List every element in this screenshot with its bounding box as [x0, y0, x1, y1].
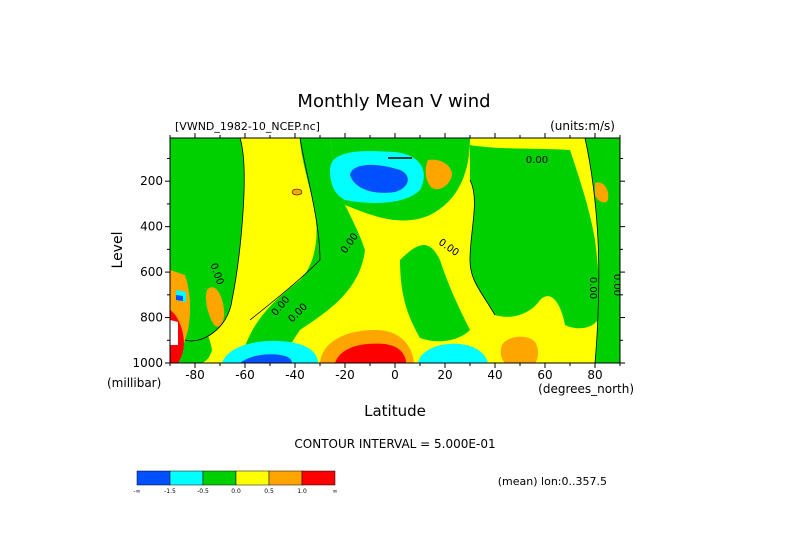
y-tick-label: 200 — [140, 174, 163, 188]
mean-note: (mean) lon:0..357.5 — [498, 475, 607, 488]
contour-label: 0.00 — [587, 277, 598, 299]
colorbar-label: 0.0 — [231, 488, 241, 495]
colorbar-swatch — [301, 470, 336, 486]
contour-region-red — [335, 343, 406, 363]
x-tick-label: -40 — [285, 368, 305, 382]
contour-region-green — [470, 145, 600, 329]
y-tick-label: 800 — [140, 311, 163, 325]
contour-line — [469, 179, 496, 316]
x-tick-label: 60 — [537, 368, 552, 382]
contour-region-blue — [240, 354, 292, 363]
contour-region-blue — [350, 164, 408, 193]
contour-region-cyan — [222, 340, 318, 363]
colorbar-swatch — [202, 470, 237, 486]
x-tick-label: -20 — [335, 368, 355, 382]
contour-region-orange — [500, 336, 539, 363]
colorbar-label: 0.5 — [264, 488, 274, 495]
colorbar-swatch — [169, 470, 204, 486]
colorbar-swatch — [235, 470, 270, 486]
colorbar-label: ∞ — [333, 488, 338, 495]
x-axis-units: (degrees_north) — [538, 382, 634, 396]
dataset-label: [VWND_1982-10_NCEP.nc] — [175, 120, 320, 133]
x-axis-ticks: -80 -60 -40 -20 0 20 40 60 80 — [169, 133, 621, 382]
y-axis-ticks: 200 400 600 800 1000 — [132, 157, 625, 370]
x-axis-label: Latitude — [364, 402, 426, 420]
x-tick-label: -60 — [235, 368, 255, 382]
contour-region-cyan — [418, 343, 488, 363]
y-axis-units: (millibar) — [107, 376, 161, 390]
contour-region-orange — [205, 287, 225, 327]
x-tick-label: 80 — [587, 368, 602, 382]
contour-interval: CONTOUR INTERVAL = 5.000E-01 — [294, 437, 495, 451]
missing-data-region — [170, 320, 178, 345]
colorbar: -∞ -1.5 -0.5 0.0 0.5 1.0 ∞ — [133, 470, 338, 495]
units-label: (units:m/s) — [550, 119, 615, 133]
colorbar-label: -1.5 — [164, 488, 176, 495]
contour-region-green — [240, 138, 365, 363]
contour-region-green — [400, 245, 470, 342]
contour-line — [184, 138, 245, 342]
contour-label: 0.00 — [611, 274, 622, 296]
y-axis-label: Level — [110, 232, 126, 269]
colorbar-swatch — [268, 470, 303, 486]
y-tick-label: 600 — [140, 265, 163, 279]
colorbar-label: -0.5 — [197, 488, 209, 495]
x-tick-label: 0 — [391, 368, 399, 382]
x-tick-label: 20 — [437, 368, 452, 382]
contour-region-green — [585, 138, 620, 363]
shaded-field: 0.000.000.000.000.000.000.000.000.00 — [170, 138, 622, 363]
contour-label: 0.00 — [526, 155, 548, 166]
contour-region-orange — [291, 188, 303, 196]
chart-title: Monthly Mean V wind — [297, 91, 490, 112]
colorbar-label: -∞ — [133, 488, 140, 495]
contour-region-orange — [425, 159, 452, 190]
colorbar-label: 1.0 — [297, 488, 307, 495]
contour-line — [249, 138, 321, 321]
colorbar-swatch — [136, 470, 171, 486]
contour-line — [584, 138, 600, 363]
contour-region-blue — [176, 295, 183, 301]
x-tick-label: 40 — [487, 368, 502, 382]
y-tick-label: 400 — [140, 220, 163, 234]
y-tick-label: 1000 — [132, 356, 163, 370]
x-tick-label: -80 — [185, 368, 205, 382]
contour-region-orange — [595, 182, 609, 203]
